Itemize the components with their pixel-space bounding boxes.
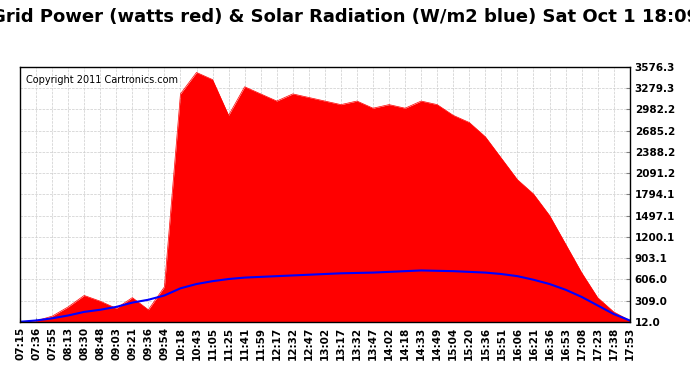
Text: Copyright 2011 Cartronics.com: Copyright 2011 Cartronics.com: [26, 75, 178, 85]
Text: Grid Power (watts red) & Solar Radiation (W/m2 blue) Sat Oct 1 18:09: Grid Power (watts red) & Solar Radiation…: [0, 8, 690, 26]
